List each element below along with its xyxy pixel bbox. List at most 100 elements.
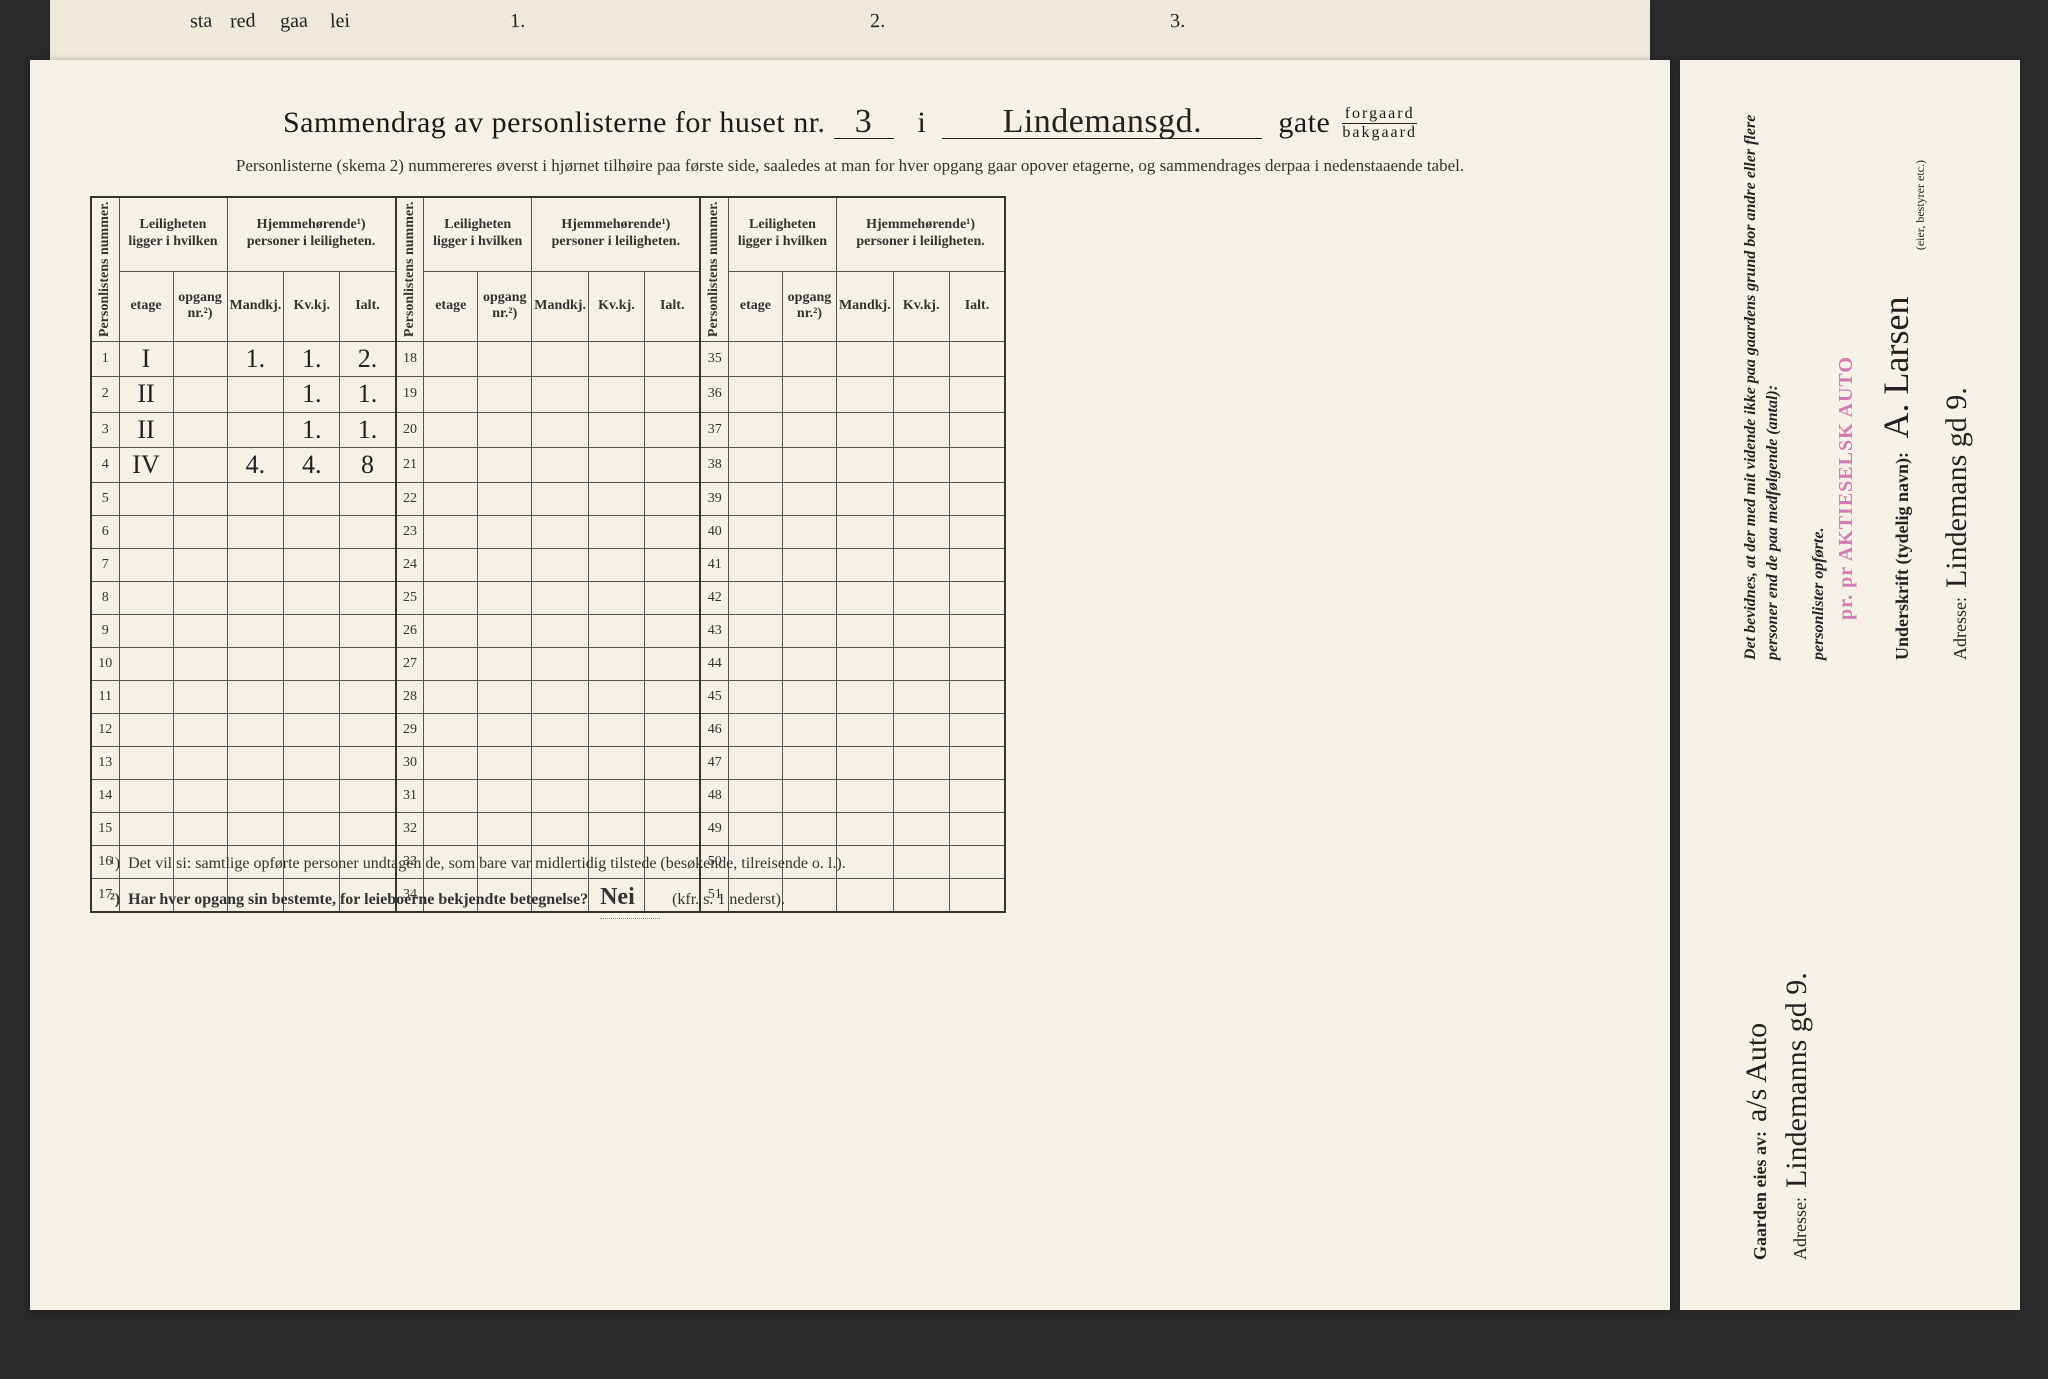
cell	[173, 714, 227, 747]
cell	[893, 549, 949, 582]
cell: 2	[91, 377, 119, 412]
table-row: 143148	[91, 780, 1005, 813]
cell	[478, 681, 532, 714]
cell	[644, 516, 700, 549]
side-adresse-1: Adresse: Lindemanns gd 9.	[1780, 660, 1814, 1260]
cell	[227, 714, 284, 747]
cell	[836, 681, 893, 714]
cell	[478, 813, 532, 846]
cell	[836, 878, 893, 911]
side-adresse-label: Adresse:	[1790, 1197, 1810, 1260]
cell	[949, 447, 1005, 482]
cell: 46	[700, 714, 728, 747]
cell	[478, 615, 532, 648]
cell	[173, 615, 227, 648]
cell	[532, 549, 589, 582]
cell: 44	[700, 648, 728, 681]
cell	[284, 747, 340, 780]
side-adresse-hw: Lindemanns gd 9.	[1780, 972, 1813, 1188]
cell	[836, 483, 893, 516]
table-row: 82542	[91, 582, 1005, 615]
cell: 8	[91, 582, 119, 615]
cell	[119, 549, 173, 582]
frag: sta	[190, 10, 213, 34]
table-row: 153249	[91, 813, 1005, 846]
cell	[644, 582, 700, 615]
cell	[173, 747, 227, 780]
cell	[949, 582, 1005, 615]
hdr-kvkj-2: Kv.kj.	[588, 271, 644, 342]
cell	[588, 342, 644, 377]
fn2-text: Har hver opgang sin bestemte, for leiebo…	[128, 891, 588, 908]
cell	[532, 780, 589, 813]
hdr-leiligheten-2: Leiligheten ligger i hvilken	[424, 197, 532, 272]
cell	[782, 412, 836, 447]
cell	[728, 582, 782, 615]
cell: 6	[91, 516, 119, 549]
cell	[532, 681, 589, 714]
cell	[949, 747, 1005, 780]
cell	[728, 342, 782, 377]
cell: 47	[700, 747, 728, 780]
cell: 15	[91, 813, 119, 846]
cell	[424, 549, 478, 582]
cell	[588, 377, 644, 412]
cell	[284, 648, 340, 681]
cell	[728, 483, 782, 516]
cell: 12	[91, 714, 119, 747]
cell	[893, 813, 949, 846]
cell: 38	[700, 447, 728, 482]
cell	[478, 780, 532, 813]
cell	[893, 615, 949, 648]
cell	[424, 412, 478, 447]
cell	[284, 780, 340, 813]
cell	[173, 377, 227, 412]
cell	[949, 377, 1005, 412]
cell	[532, 813, 589, 846]
title-i: i	[918, 106, 927, 139]
cell	[949, 483, 1005, 516]
frag: 1.	[510, 10, 526, 34]
cell	[836, 412, 893, 447]
cell	[836, 549, 893, 582]
hdr-ialt-3: Ialt.	[949, 271, 1005, 342]
cell	[478, 516, 532, 549]
side-owner-hw: a/s Auto	[1740, 1023, 1773, 1122]
cell	[532, 447, 589, 482]
cell	[728, 681, 782, 714]
table-row: 122946	[91, 714, 1005, 747]
table-row: 62340	[91, 516, 1005, 549]
cell: 2.	[340, 342, 396, 377]
cell	[227, 615, 284, 648]
cell	[836, 714, 893, 747]
hdr-kvkj: Kv.kj.	[284, 271, 340, 342]
side-panel: Gaarden eies av: a/s Auto Adresse: Linde…	[1680, 60, 2020, 1310]
cell: IV	[119, 447, 173, 482]
cell	[173, 582, 227, 615]
cell	[588, 516, 644, 549]
table-row: 92643	[91, 615, 1005, 648]
cell	[949, 516, 1005, 549]
cell	[949, 549, 1005, 582]
cell: 21	[396, 447, 424, 482]
cell	[424, 780, 478, 813]
table-row: 4IV4.4.82138	[91, 447, 1005, 482]
cell: 9	[91, 615, 119, 648]
cell	[644, 813, 700, 846]
cell: 31	[396, 780, 424, 813]
cell	[340, 615, 396, 648]
cell	[340, 714, 396, 747]
table-body: 1I1.1.2.18352II1.1.19363II1.1.20374IV4.4…	[91, 342, 1005, 912]
cell	[836, 648, 893, 681]
cell	[782, 780, 836, 813]
cell: 1.	[340, 377, 396, 412]
frag: 3.	[1170, 10, 1186, 34]
side-adresse-2: Adresse: Lindemans gd 9.	[1940, 160, 1974, 660]
cell: 13	[91, 747, 119, 780]
cell	[949, 681, 1005, 714]
hdr-leiligheten: Leiligheten ligger i hvilken	[119, 197, 227, 272]
cell	[227, 582, 284, 615]
cell	[340, 813, 396, 846]
cell	[644, 648, 700, 681]
cell	[340, 582, 396, 615]
